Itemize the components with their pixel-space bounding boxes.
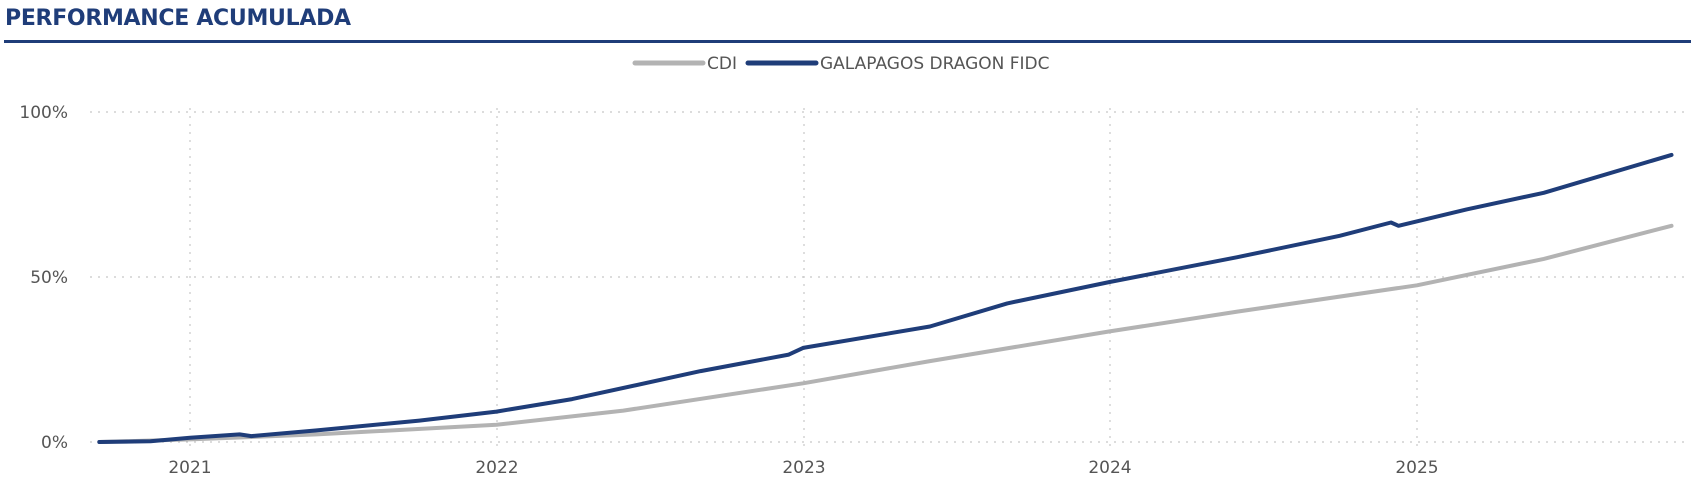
legend-label: CDI bbox=[707, 54, 737, 74]
legend-label: GALAPAGOS DRAGON FIDC bbox=[820, 54, 1050, 74]
x-tick-label: 2024 bbox=[1088, 458, 1131, 478]
x-tick-label: 2025 bbox=[1395, 458, 1438, 478]
y-tick-label: 0% bbox=[41, 433, 68, 453]
y-tick-label: 50% bbox=[30, 268, 68, 288]
x-tick-label: 2021 bbox=[168, 458, 211, 478]
series-line-cdi bbox=[97, 223, 1674, 444]
y-tick-label: 100% bbox=[19, 103, 68, 123]
x-tick-label: 2023 bbox=[782, 458, 825, 478]
x-tick-label: 2022 bbox=[475, 458, 518, 478]
series-line-galapagos-dragon-fidc bbox=[97, 152, 1674, 444]
title-underline bbox=[4, 40, 1691, 43]
page-title: PERFORMANCE ACUMULADA bbox=[5, 6, 351, 31]
